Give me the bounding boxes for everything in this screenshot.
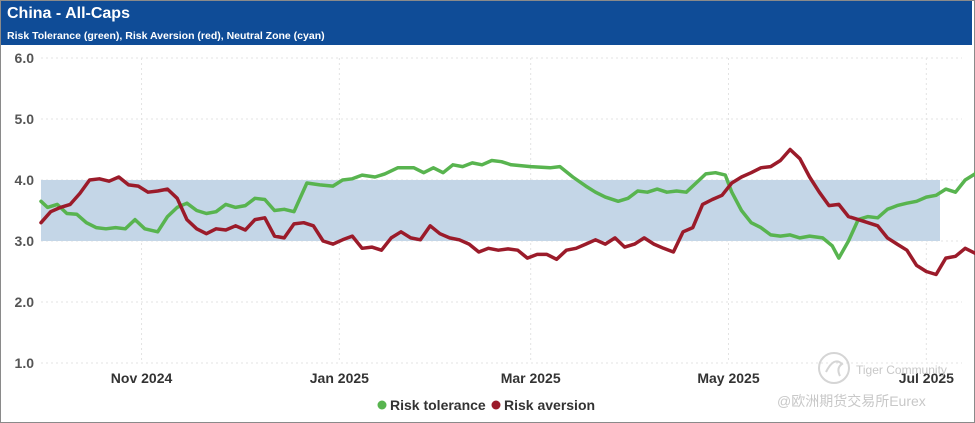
- x-tick-label: Nov 2024: [111, 370, 173, 386]
- x-tick-label: May 2025: [697, 370, 759, 386]
- x-tick-label: Jan 2025: [310, 370, 369, 386]
- legend-marker-aversion: [491, 400, 501, 410]
- watermark-text-primary: Tiger Community: [856, 363, 947, 377]
- chart-subtitle: Risk Tolerance (green), Risk Aversion (r…: [7, 30, 325, 42]
- watermark-text-secondary: @欧洲期货交易所Eurex: [777, 393, 926, 409]
- chart-header: China - All-Caps Risk Tolerance (green),…: [1, 1, 972, 45]
- chart-title: China - All-Caps: [7, 5, 130, 22]
- watermark-logo-icon: [818, 352, 850, 384]
- legend-marker-tolerance: [377, 400, 387, 410]
- x-tick-label: Jul 2025: [899, 370, 954, 386]
- y-tick-label: 6.0: [15, 50, 35, 66]
- x-tick-label: Mar 2025: [501, 370, 561, 386]
- watermark: Tiger Community @欧洲期货交易所Eurex: [777, 352, 947, 409]
- y-tick-label: 3.0: [15, 233, 35, 249]
- y-tick-label: 1.0: [15, 355, 35, 371]
- neutral-zone-band: [41, 180, 940, 241]
- legend-label-aversion[interactable]: Risk aversion: [504, 397, 595, 413]
- watermark-logo-mark: [825, 360, 844, 377]
- series-lines: [39, 147, 975, 277]
- y-tick-label: 5.0: [15, 111, 35, 127]
- y-tick-label: 4.0: [15, 172, 35, 188]
- chart-legend: Risk tolerance Risk aversion: [377, 397, 595, 413]
- series-line-risk-tolerance: [39, 158, 975, 260]
- x-axis-ticks: Nov 2024 Jan 2025 Mar 2025 May 2025 Jul 2025: [111, 370, 954, 386]
- legend-label-tolerance[interactable]: Risk tolerance: [390, 397, 486, 413]
- y-tick-label: 2.0: [15, 294, 35, 310]
- y-axis-ticks: 1.0 2.0 3.0 4.0 5.0 6.0: [15, 50, 35, 371]
- series-line-risk-aversion: [39, 147, 975, 277]
